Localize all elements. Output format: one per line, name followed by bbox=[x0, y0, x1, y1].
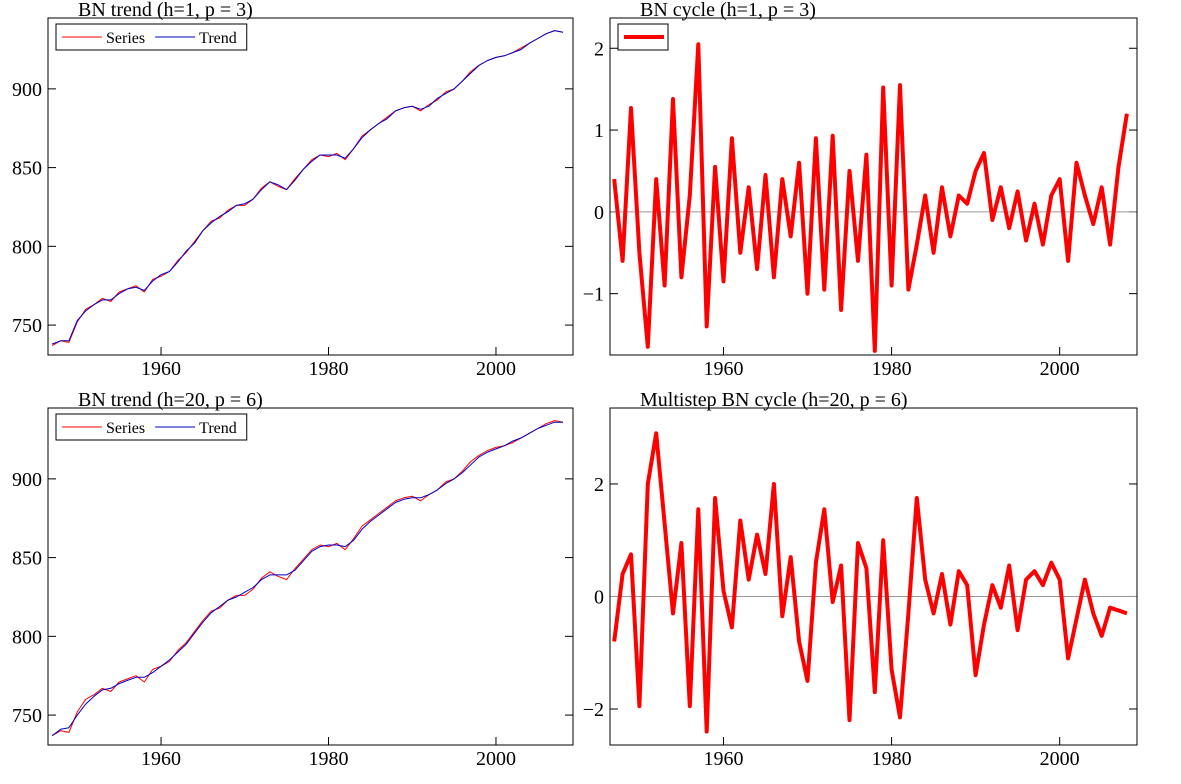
x-tick-label: 1980 bbox=[309, 358, 349, 380]
y-tick-label: 2 bbox=[594, 38, 604, 60]
plot-frame bbox=[609, 407, 1138, 746]
y-tick-label: −1 bbox=[583, 284, 604, 306]
x-tick-label: 1980 bbox=[309, 748, 349, 770]
legend-label: Series bbox=[106, 30, 145, 47]
panel: BN trend (h=1, p = 3) 750 800 850 900 1960 198… bbox=[12, 0, 574, 380]
plot-frame bbox=[47, 407, 574, 746]
x-tick-label: 1960 bbox=[703, 358, 743, 380]
series-line bbox=[51, 30, 564, 347]
plot-frame bbox=[47, 17, 574, 356]
panel: Multistep BN cycle (h=20, p = 6) −2 0 2 1960… bbox=[583, 389, 1138, 770]
legend: Series Trend bbox=[55, 23, 248, 51]
x-tick-label: 1960 bbox=[141, 358, 181, 380]
panel: BN cycle (h=1, p = 3) −1 0 1 2 1960 1980 2000 bbox=[583, 0, 1138, 380]
panel-title: BN cycle (h=1, p = 3) bbox=[640, 0, 816, 21]
y-tick-label: 850 bbox=[12, 158, 42, 180]
legend bbox=[617, 23, 669, 51]
x-tick-label: 1980 bbox=[872, 358, 912, 380]
series-line bbox=[51, 421, 563, 736]
y-tick-label: 1 bbox=[594, 120, 604, 142]
y-tick-label: 750 bbox=[12, 315, 42, 337]
panel-title: BN trend (h=20, p = 6) bbox=[78, 389, 263, 411]
series-line bbox=[612, 431, 1128, 734]
x-tick-label: 2000 bbox=[476, 358, 516, 380]
y-tick-label: 800 bbox=[12, 626, 42, 648]
series-line bbox=[52, 30, 564, 345]
x-tick-label: 1960 bbox=[703, 748, 743, 770]
panel-title: Multistep BN cycle (h=20, p = 6) bbox=[640, 389, 908, 411]
y-tick-label: 750 bbox=[12, 705, 42, 727]
x-tick-label: 2000 bbox=[1040, 748, 1080, 770]
legend: Series Trend bbox=[55, 413, 248, 441]
x-tick-label: 2000 bbox=[1040, 358, 1080, 380]
y-tick-label: 850 bbox=[12, 548, 42, 570]
x-tick-label: 1980 bbox=[872, 748, 912, 770]
series-line bbox=[612, 42, 1129, 353]
panel-title: BN trend (h=1, p = 3) bbox=[78, 0, 253, 21]
y-tick-label: 2 bbox=[594, 474, 604, 496]
y-tick-label: 0 bbox=[594, 202, 604, 224]
y-tick-label: 800 bbox=[12, 236, 42, 258]
panel: BN trend (h=20, p = 6) 750 800 850 900 1960 19… bbox=[12, 389, 574, 770]
legend-label: Trend bbox=[199, 30, 237, 47]
y-tick-label: 900 bbox=[12, 469, 42, 491]
legend-label: Series bbox=[106, 420, 145, 437]
plot-frame bbox=[609, 17, 1138, 356]
y-tick-label: 0 bbox=[594, 586, 604, 608]
y-tick-label: 900 bbox=[12, 79, 42, 101]
x-tick-label: 1960 bbox=[141, 748, 181, 770]
x-tick-label: 2000 bbox=[476, 748, 516, 770]
legend-label: Trend bbox=[199, 420, 237, 437]
y-tick-label: −2 bbox=[583, 699, 604, 721]
series-line bbox=[51, 420, 564, 737]
